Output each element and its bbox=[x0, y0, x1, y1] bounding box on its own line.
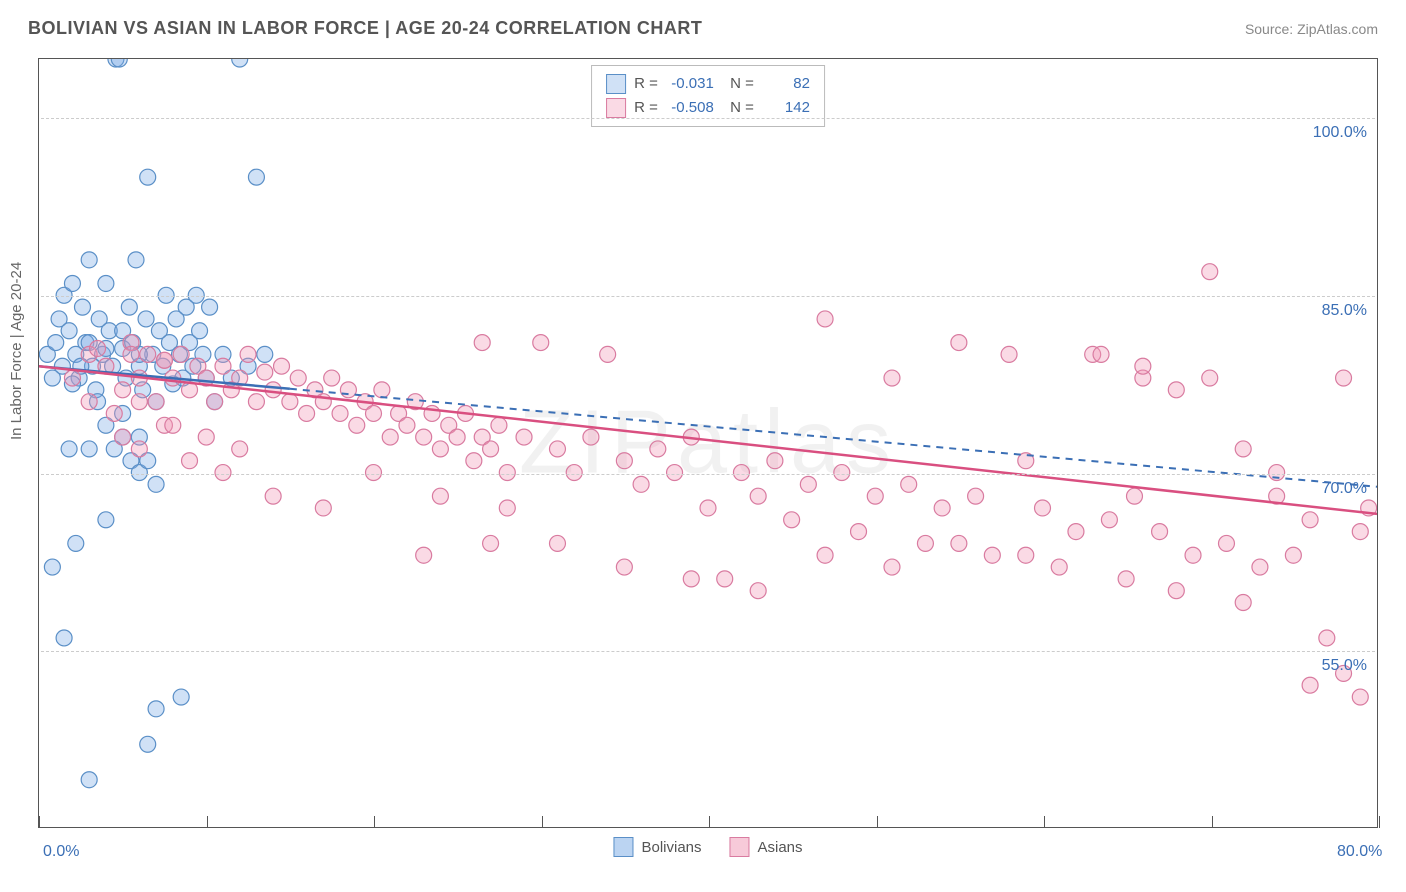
x-tick bbox=[542, 816, 543, 828]
stat-label-n: N = bbox=[722, 96, 754, 120]
gridline bbox=[41, 474, 1375, 475]
x-tick bbox=[374, 816, 375, 828]
chart-plot-area: ZIPatlas R = -0.031 N = 82 R = -0.508 N … bbox=[38, 58, 1378, 828]
gridline bbox=[41, 296, 1375, 297]
stat-label-r: R = bbox=[634, 72, 658, 96]
y-tick-label: 100.0% bbox=[1313, 124, 1367, 142]
r-value-bolivians: -0.031 bbox=[666, 72, 714, 96]
y-tick-label: 55.0% bbox=[1322, 657, 1367, 675]
x-tick bbox=[1379, 816, 1380, 828]
y-tick-label: 85.0% bbox=[1322, 302, 1367, 320]
legend-label: Bolivians bbox=[641, 839, 701, 856]
legend-label: Asians bbox=[758, 839, 803, 856]
legend-row-bolivians: R = -0.031 N = 82 bbox=[606, 72, 810, 96]
swatch-asians bbox=[606, 98, 626, 118]
n-value-bolivians: 82 bbox=[762, 72, 810, 96]
x-tick bbox=[207, 816, 208, 828]
stat-label-r: R = bbox=[634, 96, 658, 120]
swatch-bolivians bbox=[613, 837, 633, 857]
legend-item-bolivians: Bolivians bbox=[613, 837, 701, 857]
x-tick bbox=[39, 816, 40, 828]
x-tick bbox=[877, 816, 878, 828]
chart-title: BOLIVIAN VS ASIAN IN LABOR FORCE | AGE 2… bbox=[28, 18, 702, 39]
scatter-plot-svg bbox=[39, 59, 1377, 827]
y-axis-label: In Labor Force | Age 20-24 bbox=[8, 262, 25, 440]
legend-item-asians: Asians bbox=[730, 837, 803, 857]
x-tick bbox=[1044, 816, 1045, 828]
source-attribution: Source: ZipAtlas.com bbox=[1245, 21, 1378, 37]
gridline bbox=[41, 651, 1375, 652]
series-legend: Bolivians Asians bbox=[613, 837, 802, 857]
swatch-asians bbox=[730, 837, 750, 857]
swatch-bolivians bbox=[606, 74, 626, 94]
x-tick bbox=[1212, 816, 1213, 828]
x-tick-label: 0.0% bbox=[43, 843, 79, 861]
stat-label-n: N = bbox=[722, 72, 754, 96]
x-tick bbox=[709, 816, 710, 828]
y-tick-label: 70.0% bbox=[1322, 480, 1367, 498]
gridline bbox=[41, 118, 1375, 119]
n-value-asians: 142 bbox=[762, 96, 810, 120]
r-value-asians: -0.508 bbox=[666, 96, 714, 120]
legend-row-asians: R = -0.508 N = 142 bbox=[606, 96, 810, 120]
x-tick-label: 80.0% bbox=[1337, 843, 1382, 861]
